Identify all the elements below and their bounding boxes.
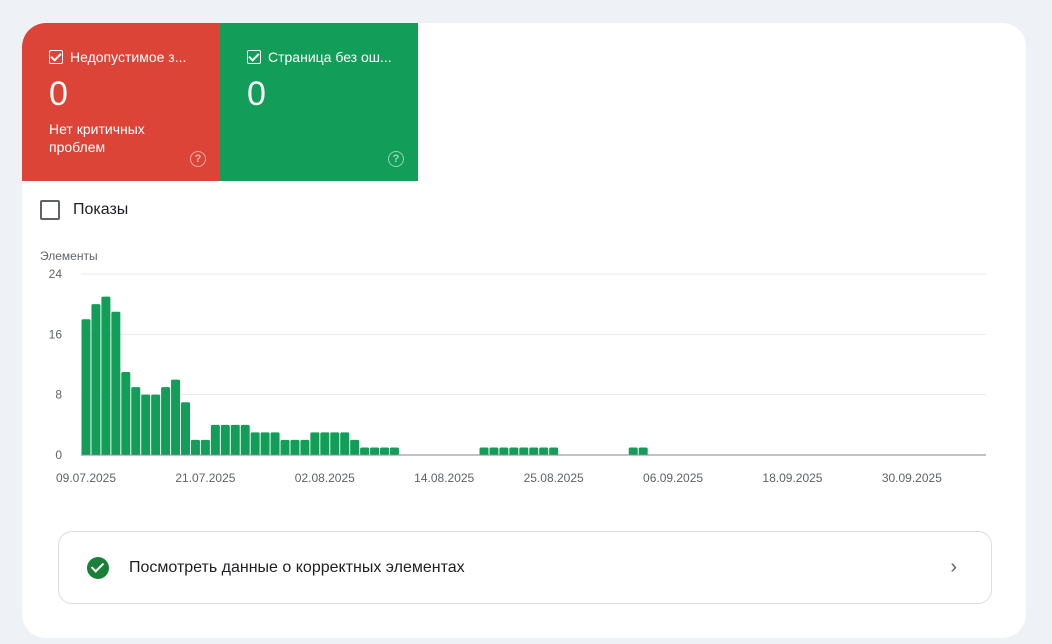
tile-label: Страница без ош... (268, 49, 392, 65)
x-tick-label: 30.09.2025 (882, 471, 942, 485)
bar (519, 447, 529, 455)
bar (181, 402, 190, 455)
bar (628, 447, 638, 455)
bar (270, 432, 280, 455)
bar (280, 439, 290, 455)
bar (350, 439, 360, 455)
bar (310, 432, 320, 455)
checkbox-icon[interactable] (49, 50, 63, 64)
report-card: Недопустимое з... 0 Нет критичных пробле… (22, 23, 1026, 638)
bar (300, 439, 310, 455)
bar (91, 304, 101, 455)
x-tick-label: 06.09.2025 (643, 471, 703, 485)
tile-label: Недопустимое з... (70, 49, 187, 65)
bar (81, 319, 91, 455)
bar (330, 432, 340, 455)
bar (539, 447, 549, 455)
tile-invalid[interactable]: Недопустимое з... 0 Нет критичных пробле… (22, 23, 220, 181)
x-tick-label: 14.08.2025 (414, 471, 474, 485)
checkbox-icon[interactable] (40, 200, 60, 220)
bar (151, 394, 161, 455)
bar (479, 447, 489, 455)
bar (230, 424, 240, 455)
x-tick-label: 21.07.2025 (175, 471, 235, 485)
bar (250, 432, 260, 455)
x-tick-label: 02.08.2025 (295, 471, 355, 485)
bar-chart: Элементы 0 8 16 24 09.07.2025 21.07.2025 02.08.… (40, 249, 986, 485)
bar (549, 447, 559, 455)
bar (499, 447, 509, 455)
tile-valid[interactable]: Страница без ош... 0 ? (220, 23, 418, 181)
view-valid-items-link[interactable]: Посмотреть данные о корректных элементах… (58, 531, 992, 604)
bar (370, 447, 380, 455)
bar (111, 311, 121, 455)
bar (220, 424, 230, 455)
bar (260, 432, 270, 455)
y-tick-label: 8 (55, 388, 62, 402)
bar (529, 447, 539, 455)
tile-value: 0 (247, 75, 266, 113)
y-tick-label: 16 (49, 327, 63, 341)
bar (171, 379, 181, 455)
bar (161, 387, 171, 455)
bar (360, 447, 370, 455)
link-label: Посмотреть данные о корректных элементах (129, 558, 465, 576)
bar (380, 447, 389, 455)
y-axis-label: Элементы (40, 249, 98, 263)
check-circle-icon (87, 556, 109, 579)
tile-value: 0 (49, 75, 68, 113)
bar (240, 424, 250, 455)
checkbox-icon[interactable] (247, 50, 261, 64)
impressions-label: Показы (73, 201, 129, 218)
bar (121, 372, 131, 455)
x-tick-label: 25.08.2025 (524, 471, 584, 485)
help-icon[interactable]: ? (190, 151, 206, 167)
bar (290, 439, 300, 455)
y-tick-label: 24 (49, 267, 63, 281)
bar (131, 387, 141, 455)
bar (320, 432, 330, 455)
help-icon[interactable]: ? (388, 151, 404, 167)
x-tick-label: 09.07.2025 (56, 471, 116, 485)
chevron-right-icon: › (950, 556, 957, 578)
bar (141, 394, 151, 455)
bar (190, 439, 200, 455)
tile-subtitle: Нет критичных проблем (49, 121, 145, 155)
y-tick-label: 0 (55, 448, 62, 462)
bar (340, 432, 350, 455)
impressions-toggle[interactable]: Показы (40, 200, 128, 220)
bar (638, 447, 648, 455)
bar (489, 447, 499, 455)
bar (509, 447, 519, 455)
bar (389, 447, 399, 455)
bar (210, 424, 220, 455)
bar (101, 296, 111, 455)
x-tick-label: 18.09.2025 (762, 471, 822, 485)
bar (200, 439, 210, 455)
